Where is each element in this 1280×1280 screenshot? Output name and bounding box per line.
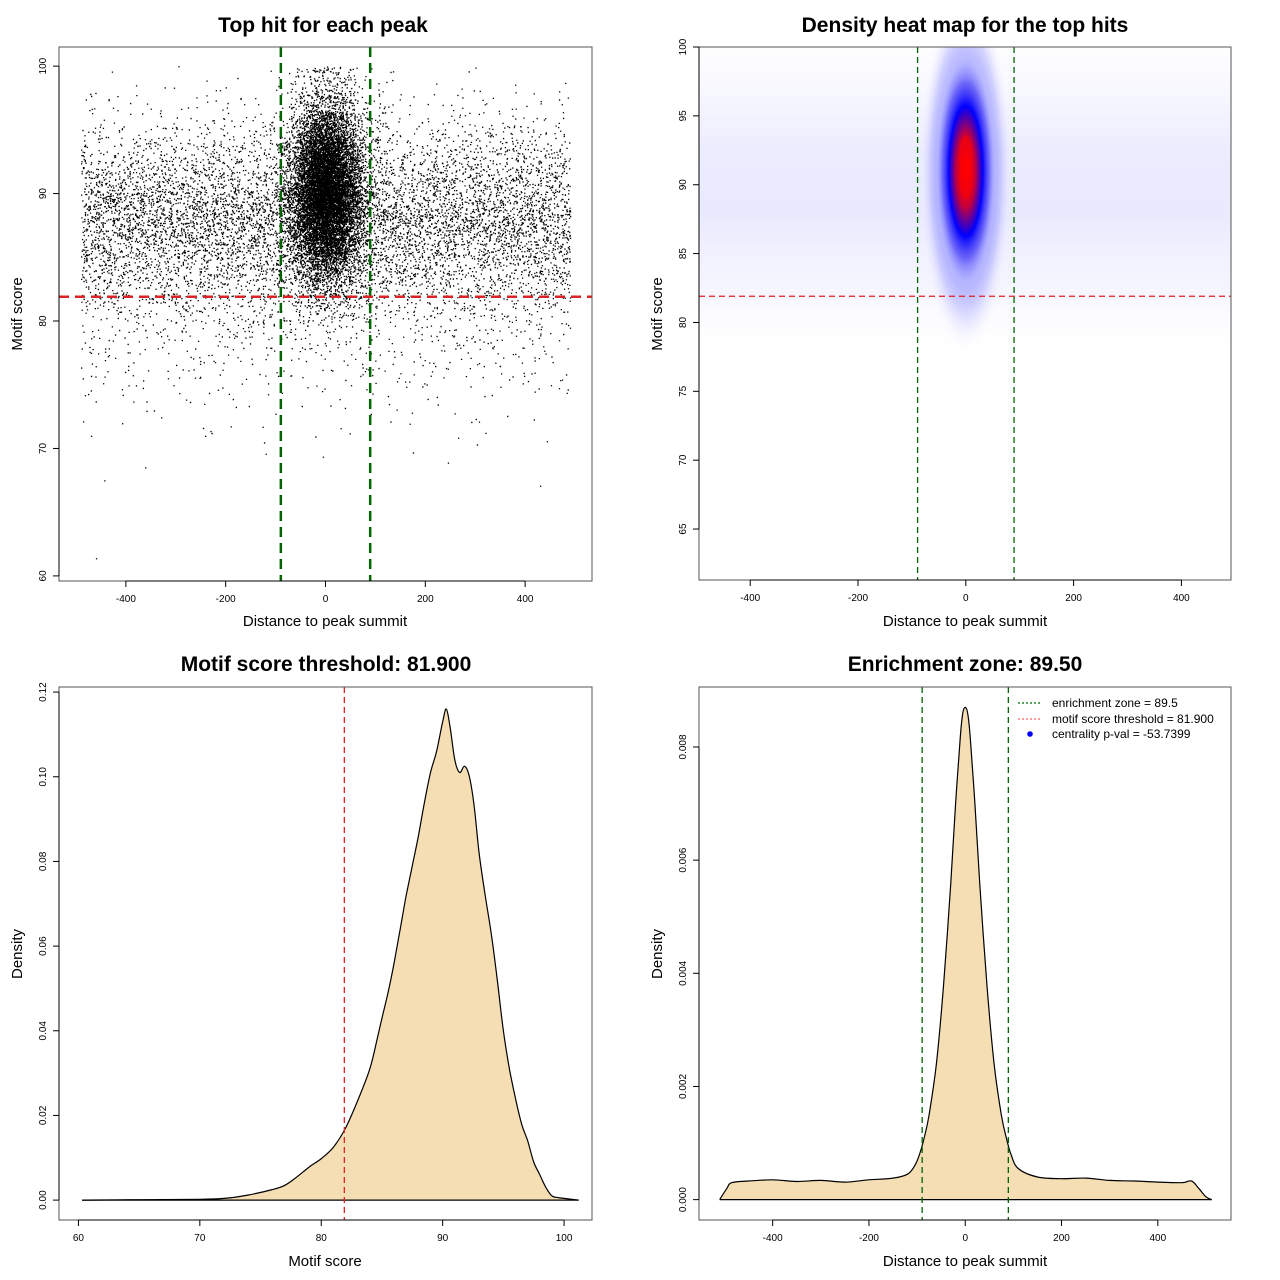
scatter-ylabel: Motif score <box>9 277 26 350</box>
score-density-y-tick-label: 0.06 <box>38 936 49 956</box>
distance-density-y-tick-label: 0.000 <box>678 1187 689 1212</box>
legend: enrichment zone = 89.5 motif score thres… <box>1018 696 1214 741</box>
scatter-y-tick-label: 100 <box>38 57 49 74</box>
score-density-curve <box>82 708 579 1201</box>
distance-density-y-tick-label: 0.004 <box>678 960 689 985</box>
heatmap-x-tick-label: 400 <box>1173 593 1190 604</box>
distance-density-x-tick-label: 200 <box>1053 1233 1070 1244</box>
heatmap-y-tick-label: 70 <box>678 454 689 466</box>
heatmap-reference-lines <box>699 47 1231 580</box>
score-density-xlabel: Motif score <box>288 1253 361 1270</box>
scatter-x-tick-label: 0 <box>323 594 329 605</box>
score-density-y-tick-label: 0.12 <box>38 682 49 702</box>
distance-density-reference-lines <box>921 687 1009 1220</box>
heatmap-y-tick-label: 90 <box>678 179 689 191</box>
score-density-x-tick-label: 70 <box>194 1233 206 1244</box>
score-density-fill <box>82 708 579 1201</box>
score-density-y-tick-label: 0.02 <box>38 1105 49 1125</box>
scatter-x-tick-label: 400 <box>517 594 534 605</box>
heatmap-density <box>699 47 1231 360</box>
distance-density-curve <box>719 706 1212 1201</box>
distance-density-area <box>719 706 1212 1201</box>
heatmap-xlabel: Distance to peak summit <box>883 613 1048 630</box>
distance-density-panel: Enrichment zone: 89.50 -400 -200 0 200 400 0.… <box>649 653 1232 1270</box>
heatmap-y-tick-label: 80 <box>678 316 689 328</box>
distance-density-xlabel: Distance to peak summit <box>883 1253 1048 1270</box>
scatter-x-tick-label: -400 <box>116 594 136 605</box>
heatmap-title: Density heat map for the top hits <box>802 14 1129 37</box>
scatter-y-tick-label: 70 <box>38 442 49 454</box>
heatmap-x-tick-label: -200 <box>848 593 868 604</box>
scatter-x-tick-label: 200 <box>417 594 434 605</box>
score-density-x-tick-label: 80 <box>316 1233 328 1244</box>
heatmap-y-tick-label: 85 <box>678 248 689 260</box>
scatter-xlabel: Distance to peak summit <box>243 613 408 630</box>
score-density-y-tick-label: 0.10 <box>38 767 49 787</box>
distance-density-x-tick-label: 400 <box>1149 1233 1166 1244</box>
heatmap-x-tick-label: -400 <box>740 593 760 604</box>
scatter-panel: Top hit for each peak -400 -200 0 200 400 60 7… <box>9 14 593 630</box>
distance-density-y-tick-label: 0.006 <box>678 847 689 872</box>
score-density-area <box>82 708 579 1201</box>
legend-label-threshold: motif score threshold = 81.900 <box>1052 712 1214 726</box>
legend-label-centrality: centrality p-val = -53.7399 <box>1052 727 1191 741</box>
scatter-y-tick-label: 80 <box>38 315 49 327</box>
scatter-title: Top hit for each peak <box>218 14 428 37</box>
scatter-y-tick-label: 90 <box>38 188 49 200</box>
score-density-y-tick-label: 0.08 <box>38 851 49 871</box>
score-density-title: Motif score threshold: 81.900 <box>181 653 472 676</box>
score-density-x-tick-label: 100 <box>556 1233 573 1244</box>
heatmap-peak <box>959 156 973 200</box>
heatmap-y-tick-label: 100 <box>678 38 689 55</box>
heatmap-axes: -400 -200 0 200 400 65 70 75 80 85 90 95 100 <box>678 38 1190 604</box>
score-density-x-tick-label: 60 <box>73 1233 85 1244</box>
heatmap-y-tick-label: 65 <box>678 523 689 535</box>
score-density-axes: 60 70 80 90 100 0.00 0.02 0.04 0.06 0.08 0.10 0.12 <box>38 682 573 1244</box>
distance-density-y-tick-label: 0.002 <box>678 1074 689 1099</box>
distance-density-fill <box>719 707 1212 1200</box>
heatmap-y-tick-label: 95 <box>678 110 689 122</box>
score-density-ylabel: Density <box>9 928 26 979</box>
scatter-axes: -400 -200 0 200 400 60 70 80 90 100 <box>38 57 534 605</box>
score-density-panel: Motif score threshold: 81.900 60 70 80 90 10… <box>9 653 593 1270</box>
heatmap-x-tick-label: 200 <box>1065 593 1082 604</box>
distance-density-x-tick-label: -400 <box>763 1233 783 1244</box>
heatmap-x-tick-label: 0 <box>963 593 969 604</box>
heatmap-ylabel: Motif score <box>649 277 666 350</box>
scatter-y-tick-label: 60 <box>38 570 49 582</box>
scatter-reference-lines <box>59 47 592 581</box>
distance-density-y-tick-label: 0.008 <box>678 734 689 759</box>
distance-density-x-tick-label: -200 <box>859 1233 879 1244</box>
legend-swatch-centrality <box>1027 731 1033 737</box>
scatter-points <box>81 66 572 560</box>
distance-density-title: Enrichment zone: 89.50 <box>848 653 1083 676</box>
score-density-y-tick-label: 0.00 <box>38 1190 49 1210</box>
legend-label-enrichment-zone: enrichment zone = 89.5 <box>1052 696 1178 710</box>
distance-density-x-tick-label: 0 <box>962 1233 968 1244</box>
scatter-plot-box <box>58 46 593 582</box>
distance-density-axes: -400 -200 0 200 400 0.000 0.002 0.004 0.006 0.008 <box>678 734 1167 1244</box>
heatmap-y-tick-label: 75 <box>678 385 689 397</box>
heatmap-panel: Density heat map for the top hits -400 -2… <box>649 14 1232 630</box>
score-density-y-tick-label: 0.04 <box>38 1021 49 1041</box>
distance-density-ylabel: Density <box>649 928 666 979</box>
scatter-point-cloud <box>81 66 572 560</box>
score-density-x-tick-label: 90 <box>437 1233 449 1244</box>
scatter-x-tick-label: -200 <box>216 594 236 605</box>
